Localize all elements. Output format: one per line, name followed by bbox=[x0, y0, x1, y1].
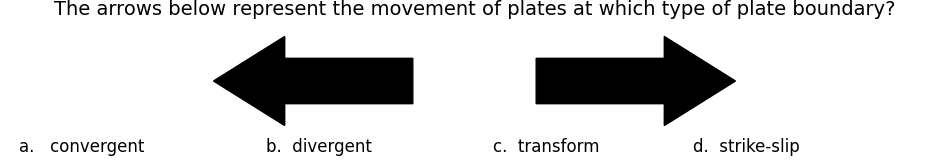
Text: a.   convergent: a. convergent bbox=[19, 138, 144, 156]
Text: The arrows below represent the movement of plates at which type of plate boundar: The arrows below represent the movement … bbox=[54, 0, 895, 19]
Text: c.  transform: c. transform bbox=[493, 138, 600, 156]
FancyArrow shape bbox=[536, 36, 735, 126]
FancyArrow shape bbox=[214, 36, 413, 126]
Text: b.  divergent: b. divergent bbox=[266, 138, 372, 156]
Text: d.  strike-slip: d. strike-slip bbox=[693, 138, 799, 156]
